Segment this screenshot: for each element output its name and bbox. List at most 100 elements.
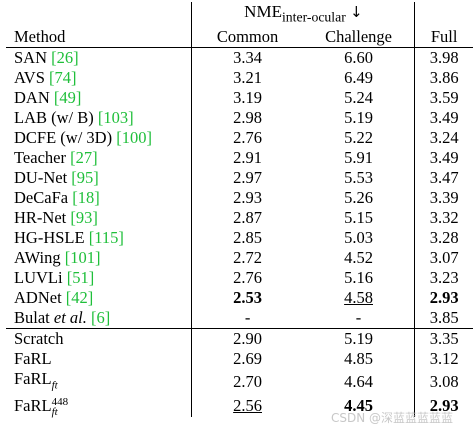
challenge-value: 4.64 [344, 372, 373, 392]
full-column-header: Full [414, 27, 473, 49]
method-cell: LAB (w/ B) [103] [14, 108, 134, 128]
common-value: 2.93 [191, 188, 303, 209]
common-value: 2.76 [191, 268, 303, 289]
full-value: 3.24 [414, 128, 473, 149]
full-value: 3.12 [414, 349, 473, 370]
method-cell: LUVLi [51] [14, 268, 95, 288]
challenge-value: 5.19 [344, 108, 373, 128]
table-row: SAN [26] 3.34 6.60 3.98 [6, 47, 473, 69]
common-value: 3.21 [191, 68, 303, 89]
challenge-column-header: Challenge [302, 27, 415, 49]
challenge-value: 5.91 [344, 148, 373, 168]
table-row: Teacher [27] 2.91 5.91 3.49 [6, 148, 473, 169]
table-row: LAB (w/ B) [103] 2.98 5.19 3.49 [6, 108, 473, 129]
citation-link[interactable]: [103] [97, 108, 134, 128]
citation-link[interactable]: [95] [71, 168, 99, 188]
table-row: FaRLft 2.70 4.64 3.08 [6, 369, 473, 396]
common-value-best: 2.53 [191, 288, 303, 309]
method-cell: SAN [26] [14, 48, 79, 68]
full-value: 3.85 [414, 308, 473, 329]
full-value-best: 2.93 [414, 288, 473, 309]
common-column-header: Common [191, 27, 303, 49]
common-value: 2.91 [191, 148, 303, 169]
method-cell: DeCaFa [18] [14, 188, 100, 208]
method-cell: DAN [49] [14, 88, 82, 108]
challenge-value: - [355, 308, 362, 328]
down-arrow-icon: ↓ [349, 3, 363, 21]
citation-link[interactable]: [6] [91, 308, 111, 328]
method-cell: AVS [74] [14, 68, 77, 88]
common-value: - [191, 308, 303, 329]
common-value: 2.85 [191, 228, 303, 249]
empty-header-cell-full [414, 2, 473, 28]
full-value: 3.49 [414, 108, 473, 129]
full-value: 3.35 [414, 328, 473, 350]
table-row: ADNet [42] 2.53 4.58 2.93 [6, 288, 473, 309]
citation-link[interactable]: [27] [70, 148, 98, 168]
challenge-value-best: 4.45 [344, 396, 373, 416]
citation-link[interactable]: [115] [88, 228, 124, 248]
full-value: 3.28 [414, 228, 473, 249]
table-row: AWing [101] 2.72 4.52 3.07 [6, 248, 473, 269]
full-value: 3.08 [414, 369, 473, 396]
citation-link[interactable]: [49] [53, 88, 82, 108]
full-value: 3.49 [414, 148, 473, 169]
metric-header-row: NMEinter-ocular ↓ [6, 2, 473, 28]
challenge-value: 5.19 [302, 328, 415, 350]
challenge-value: 4.85 [344, 349, 373, 369]
common-value: 3.34 [191, 47, 303, 69]
table-row: LUVLi [51] 2.76 5.16 3.23 [6, 268, 473, 289]
table-row: DAN [49] 3.19 5.24 3.59 [6, 88, 473, 109]
citation-link[interactable]: [51] [66, 268, 95, 288]
table-row: DeCaFa [18] 2.93 5.26 3.39 [6, 188, 473, 209]
citation-link[interactable]: [100] [116, 128, 152, 148]
common-value: 3.19 [191, 88, 303, 109]
common-value-second: 2.56 [191, 395, 303, 417]
challenge-value-second: 4.58 [344, 288, 373, 308]
results-table: NMEinter-ocular ↓ Method Common Challeng… [6, 2, 473, 417]
common-value: 2.98 [191, 108, 303, 129]
citation-link[interactable]: [74] [49, 68, 77, 88]
full-value: 3.07 [414, 248, 473, 269]
method-cell: AWing [101] [14, 248, 101, 268]
method-cell: DU-Net [95] [14, 168, 99, 188]
method-cell: Scratch [6, 328, 192, 350]
full-value: 3.32 [414, 208, 473, 229]
method-cell: Bulat et al. [6] [14, 308, 111, 328]
method-cell: FaRL 448 ft [14, 395, 69, 418]
challenge-value: 4.52 [344, 248, 373, 268]
common-value: 2.90 [191, 328, 303, 350]
challenge-value: 6.60 [344, 48, 373, 68]
table-row: Bulat et al. [6] - - 3.85 [6, 308, 473, 329]
common-value: 2.87 [191, 208, 303, 229]
challenge-value: 5.16 [344, 268, 373, 288]
method-column-header: Method [6, 27, 192, 49]
citation-link[interactable]: [101] [64, 248, 101, 268]
citation-link[interactable]: [26] [51, 48, 79, 68]
table-row: DU-Net [95] 2.97 5.53 3.47 [6, 168, 473, 189]
column-header-row: Method Common Challenge Full [6, 27, 473, 49]
method-cell: Teacher [27] [14, 148, 98, 168]
metric-subscript: inter-ocular [281, 9, 346, 25]
citation-link[interactable]: [42] [65, 288, 94, 308]
citation-link[interactable]: [93] [70, 208, 98, 228]
table-row: Scratch 2.90 5.19 3.35 [6, 328, 473, 350]
citation-link[interactable]: [18] [72, 188, 100, 208]
full-value: 3.59 [414, 88, 473, 109]
challenge-value: 6.49 [344, 68, 373, 88]
full-value: 3.47 [414, 168, 473, 189]
challenge-value: 5.22 [344, 128, 373, 148]
metric-name: NME [244, 2, 282, 21]
challenge-value: 5.15 [344, 208, 373, 228]
method-cell: HR-Net [93] [14, 208, 98, 228]
full-value: 3.98 [414, 47, 473, 69]
challenge-value: 5.03 [344, 228, 373, 248]
full-value-best: 2.93 [414, 395, 473, 417]
common-value: 2.70 [191, 369, 303, 396]
full-value: 3.86 [414, 68, 473, 89]
method-cell: DCFE (w/ 3D) [100] [14, 128, 152, 148]
challenge-value: 5.26 [344, 188, 373, 208]
empty-header-cell [6, 2, 192, 27]
table-row: DCFE (w/ 3D) [100] 2.76 5.22 3.24 [6, 128, 473, 149]
full-value: 3.23 [414, 268, 473, 289]
